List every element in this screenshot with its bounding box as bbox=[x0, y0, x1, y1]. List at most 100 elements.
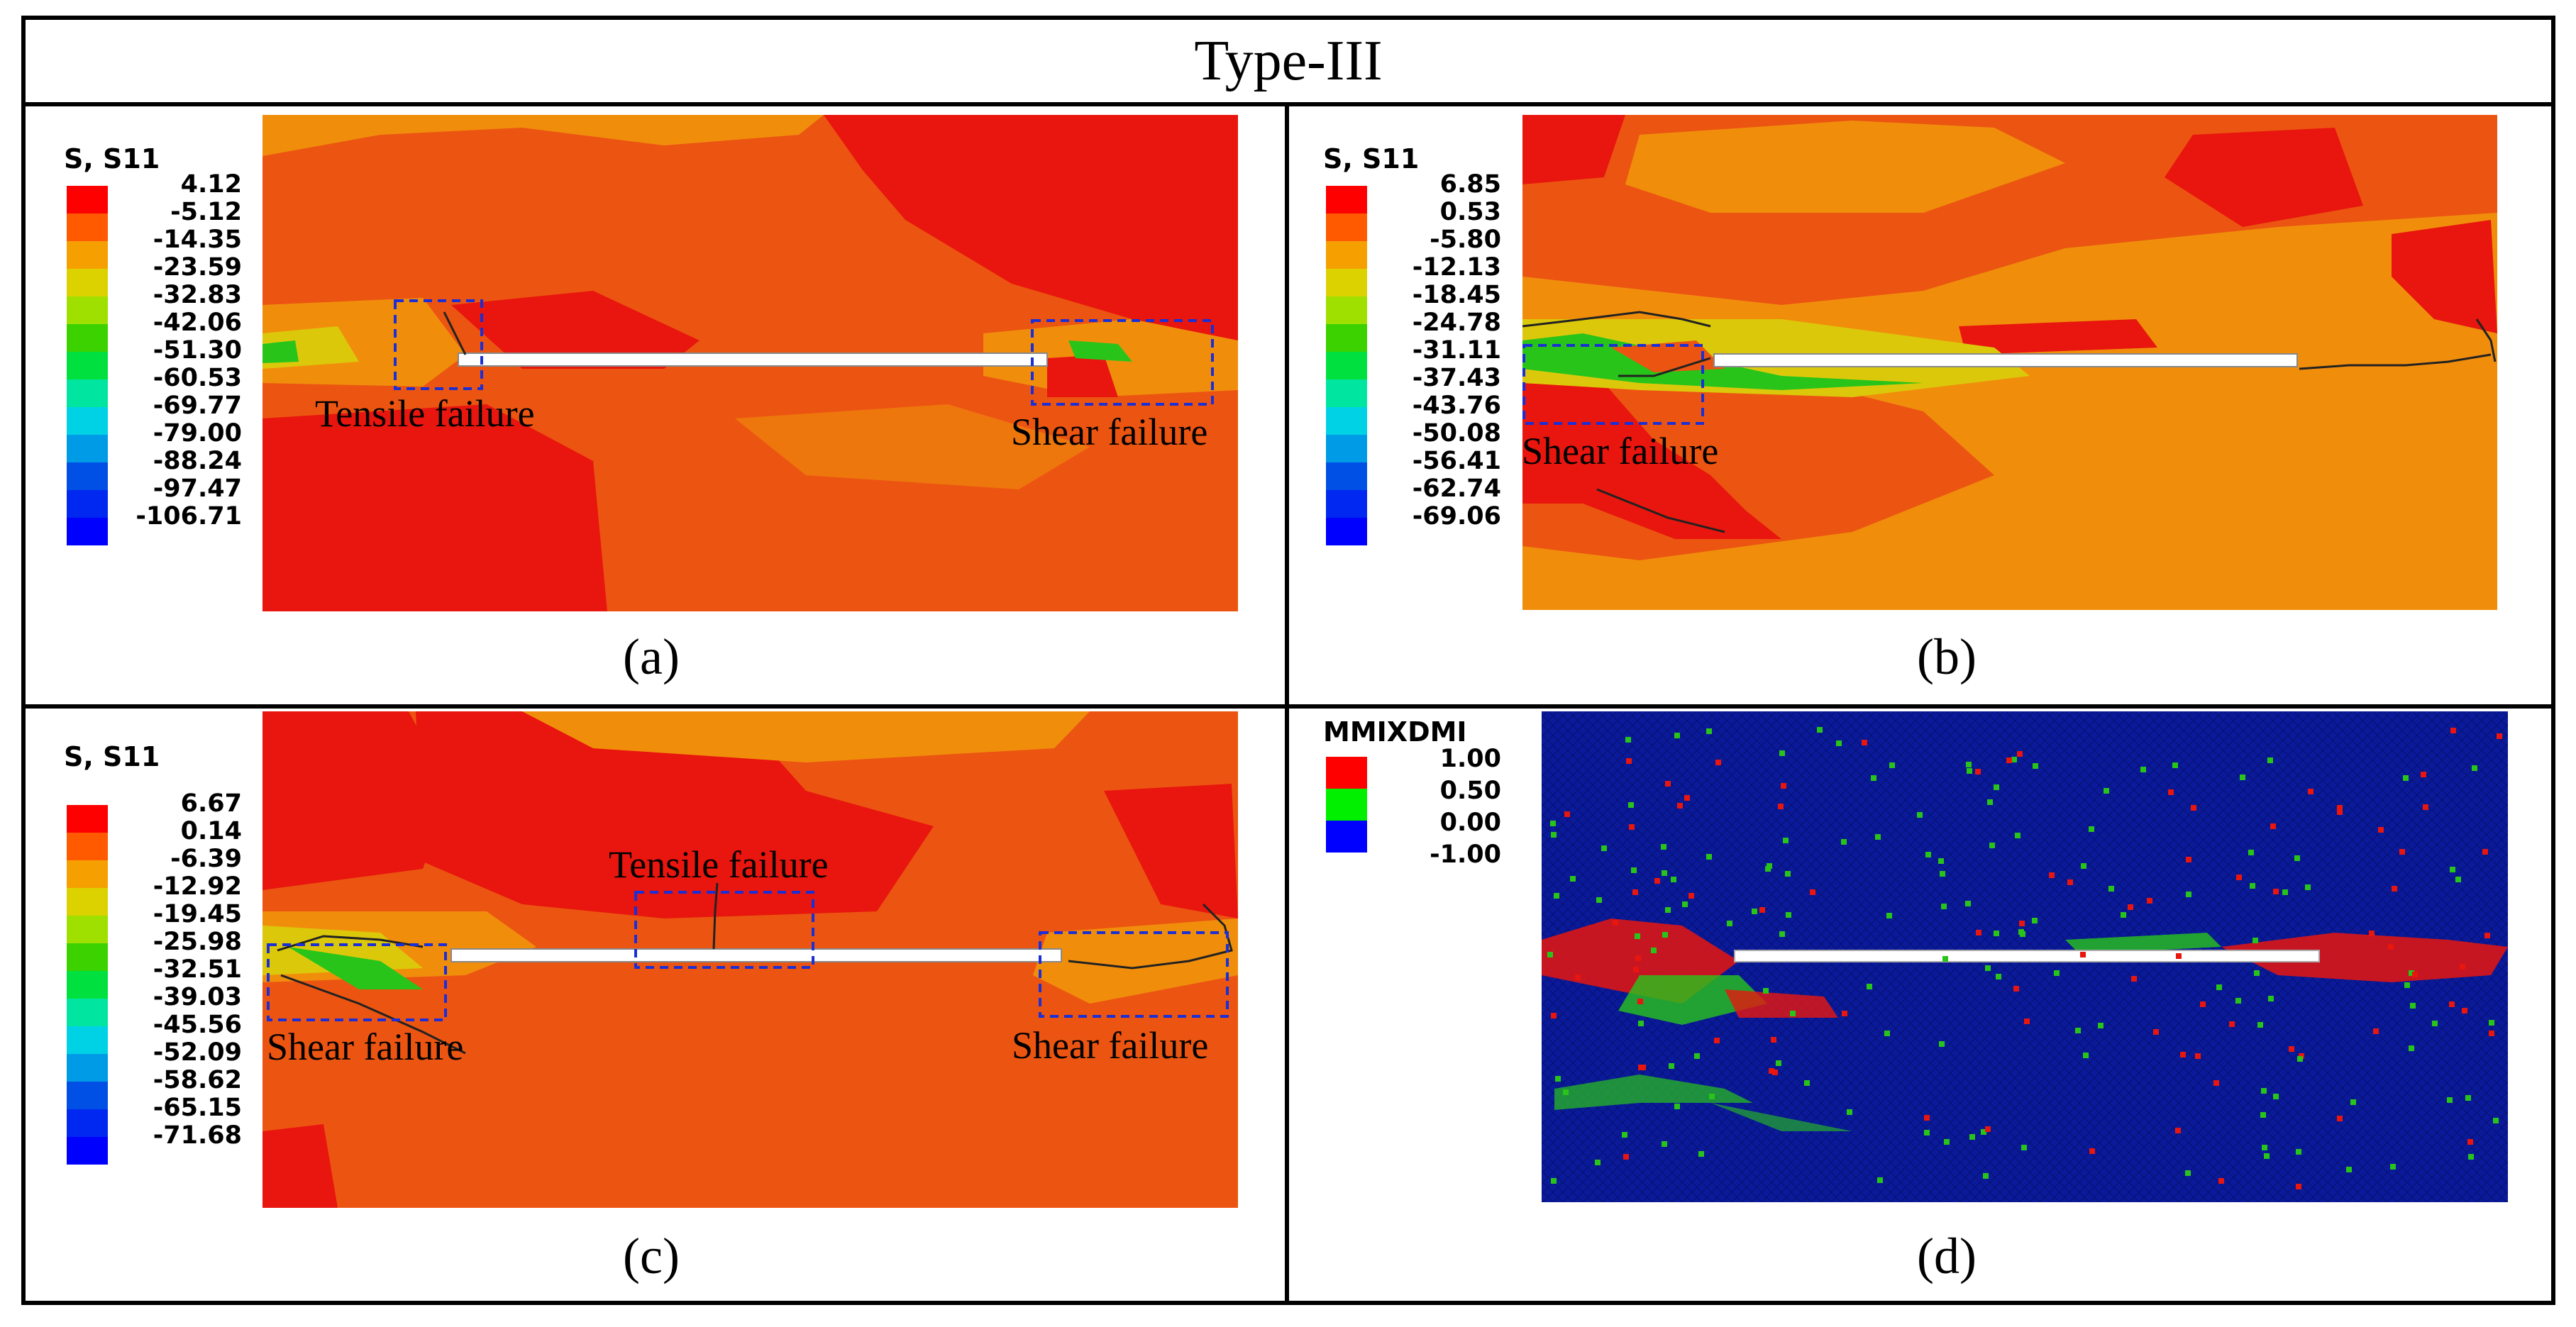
tensile-failure-label: Tensile failure bbox=[609, 843, 829, 886]
damage-band bbox=[1710, 1103, 1852, 1131]
legend-swatch bbox=[67, 1054, 108, 1082]
damage-speckle bbox=[1662, 1141, 1667, 1147]
damage-speckle bbox=[1989, 843, 1995, 848]
damage-speckle bbox=[2168, 789, 2174, 795]
damage-speckle bbox=[2497, 733, 2502, 739]
contour-red-region bbox=[1047, 355, 1118, 397]
legend-value: 6.67 bbox=[180, 789, 242, 818]
legend-swatch bbox=[67, 213, 108, 241]
legend-swatch bbox=[67, 296, 108, 324]
legend-value: -24.78 bbox=[1412, 309, 1501, 337]
legend-value: -23.59 bbox=[153, 253, 242, 282]
contour-red-region bbox=[2165, 128, 2363, 227]
panel-d: MMIXDMI 1.00 0.50 0.00 -1.00 (d) bbox=[1285, 706, 2555, 1301]
legend-swatch bbox=[67, 352, 108, 379]
legend-value: 6.85 bbox=[1439, 170, 1501, 199]
damage-speckle bbox=[1862, 740, 1867, 745]
damage-speckle bbox=[2240, 774, 2245, 780]
damage-speckle bbox=[2180, 1052, 2186, 1057]
damage-speckle bbox=[2262, 1145, 2267, 1150]
damage-band bbox=[2065, 933, 2221, 954]
damage-speckle bbox=[1706, 854, 1712, 860]
damage-band bbox=[1725, 989, 1838, 1018]
damage-speckle bbox=[1836, 740, 1842, 746]
damage-speckle bbox=[2484, 933, 2490, 938]
legend-value: -69.06 bbox=[1412, 502, 1501, 531]
legend-value: -25.98 bbox=[153, 928, 242, 956]
damage-speckle bbox=[2404, 982, 2410, 988]
contour-red-region bbox=[1522, 376, 1781, 539]
damage-speckle bbox=[2081, 863, 2086, 869]
legend-swatch bbox=[1326, 213, 1367, 241]
damage-speckle bbox=[2011, 757, 2017, 762]
damage-speckle bbox=[1654, 878, 1660, 884]
crack-line bbox=[1596, 488, 1725, 533]
damage-speckle bbox=[1983, 1173, 1989, 1179]
damage-speckle bbox=[1677, 803, 1683, 809]
failure-box bbox=[1039, 931, 1229, 1018]
damage-speckle bbox=[1631, 867, 1637, 873]
damage-speckle bbox=[1715, 760, 1721, 765]
damage-speckle bbox=[2185, 1170, 2191, 1176]
damage-speckle bbox=[2410, 1003, 2416, 1009]
damage-speckle bbox=[2273, 889, 2279, 894]
legend-swatch bbox=[1326, 407, 1367, 435]
damage-speckle bbox=[1671, 877, 1676, 882]
panel-caption: (b) bbox=[1917, 628, 1977, 685]
legend-swatch bbox=[67, 379, 108, 407]
legend-value: -32.51 bbox=[153, 955, 242, 984]
rock-bolt bbox=[1734, 950, 2320, 962]
damage-speckle bbox=[1941, 904, 1947, 909]
damage-speckle bbox=[2153, 1029, 2159, 1035]
failure-box bbox=[1031, 319, 1214, 406]
damage-speckle bbox=[1786, 912, 1791, 918]
legend-value: -50.08 bbox=[1412, 419, 1501, 448]
legend-swatch bbox=[67, 435, 108, 462]
damage-speckle bbox=[2450, 867, 2455, 872]
legend-value: -106.71 bbox=[136, 502, 242, 531]
damage-speckle bbox=[2020, 931, 2025, 937]
damage-speckle bbox=[1651, 948, 1657, 953]
legend-swatch bbox=[67, 971, 108, 999]
damage-speckle bbox=[2083, 1053, 2089, 1058]
damage-speckle bbox=[2128, 904, 2133, 910]
damage-speckle bbox=[1996, 974, 2001, 979]
legend-swatch bbox=[1326, 324, 1367, 352]
damage-speckle bbox=[1940, 871, 1945, 877]
damage-speckle bbox=[2409, 1045, 2414, 1051]
damage-speckle bbox=[1924, 1130, 1930, 1136]
contour-green-region bbox=[288, 947, 423, 989]
damage-speckle bbox=[2489, 1031, 2494, 1036]
legend-swatch bbox=[1326, 757, 1367, 789]
contour-amber-region bbox=[262, 115, 824, 156]
legend-value: 4.12 bbox=[180, 170, 242, 199]
legend-swatches bbox=[67, 186, 108, 545]
legend-swatch bbox=[67, 518, 108, 545]
legend-swatch bbox=[1326, 435, 1367, 462]
damage-band bbox=[1618, 975, 1767, 1025]
damage-speckle bbox=[2236, 875, 2242, 880]
damage-speckle bbox=[2270, 823, 2276, 829]
legend-swatch bbox=[67, 269, 108, 296]
legend-value: -42.06 bbox=[153, 309, 242, 337]
damage-speckle bbox=[1665, 907, 1671, 913]
damage-speckle bbox=[2409, 970, 2414, 976]
damage-speckle bbox=[2216, 984, 2222, 990]
legend-swatch bbox=[67, 805, 108, 833]
damage-speckle bbox=[2289, 1046, 2294, 1052]
damage-speckle bbox=[2373, 1028, 2379, 1034]
damage-speckle bbox=[1601, 845, 1607, 851]
damage-speckle bbox=[1662, 932, 1668, 938]
legend-value: -39.03 bbox=[153, 983, 242, 1011]
legend-value: -12.13 bbox=[1412, 253, 1501, 282]
legend-value: -32.83 bbox=[153, 281, 242, 309]
legend-title: S, S11 bbox=[64, 741, 160, 772]
damage-speckle bbox=[1555, 1076, 1561, 1082]
figure-title: Type-III bbox=[26, 20, 2551, 106]
damage-speckle bbox=[1763, 988, 1769, 994]
legend-value: -65.15 bbox=[153, 1094, 242, 1122]
damage-speckle bbox=[1626, 758, 1632, 764]
damage-speckle bbox=[2186, 892, 2191, 897]
legend-value: -56.41 bbox=[1412, 447, 1501, 475]
damage-speckle bbox=[1944, 1139, 1950, 1145]
